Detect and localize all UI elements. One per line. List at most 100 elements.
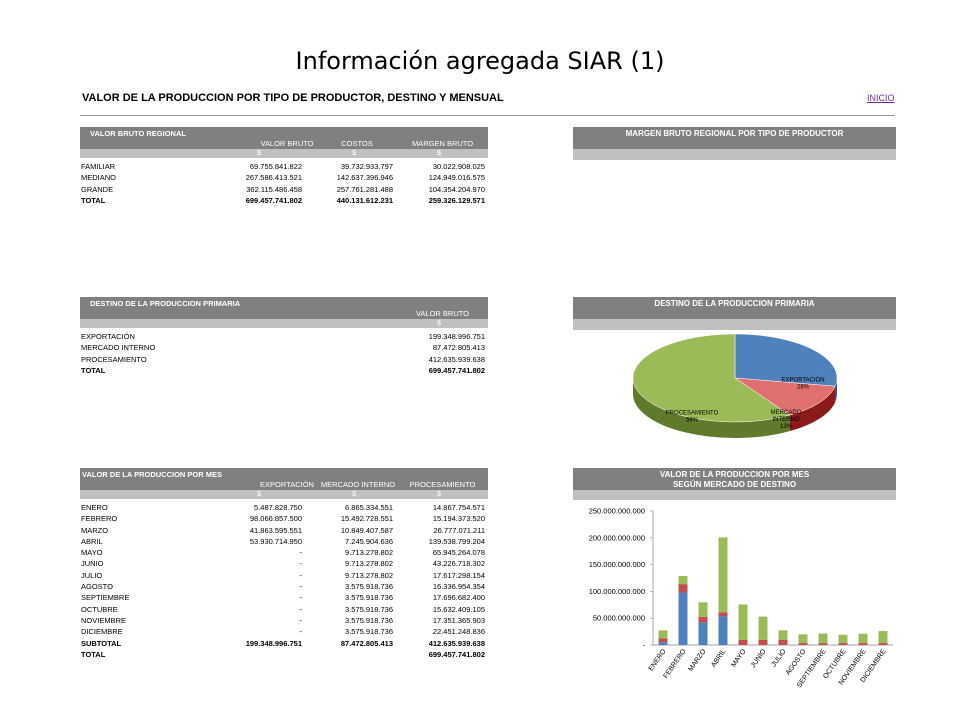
- table-row: ENERO 5.487.828.750 6.865.334.551 14.867.75…: [80, 502, 488, 513]
- row-value: 699.457.741.802: [245, 195, 302, 205]
- row-value: 53.930.714.950: [249, 536, 302, 546]
- table-row: FEBRERO 98.066.857.500 15.492.728.551 15.19…: [80, 513, 488, 524]
- unit-label: $: [257, 148, 262, 157]
- row-label: EXPORTACIÓN: [81, 332, 135, 341]
- report-heading: VALOR DE LA PRODUCCION POR TIPO DE PRODU…: [82, 92, 504, 104]
- bar-segment: [678, 575, 688, 585]
- divider: [80, 115, 895, 116]
- row-value: 142.637.396.946: [336, 173, 393, 183]
- bar-segment: [698, 602, 708, 617]
- row-value: 17.351.365.903: [432, 615, 485, 625]
- x-tick-label: JUNIO: [750, 648, 768, 670]
- table-row: SEPTIEMBRE - 3.575.918.736 17.696.682.400: [80, 592, 488, 603]
- unit-label: $: [352, 489, 357, 498]
- produccion-por-mes-table: VALOR DE LA PRODUCCION POR MES EXPORTACI…: [80, 468, 488, 660]
- mes-panel-header: VALOR DE LA PRODUCCION POR MES SEGÚN MER…: [573, 468, 896, 490]
- pie-slice: [734, 377, 836, 416]
- row-value: 17.617.298.154: [432, 570, 485, 580]
- row-value: 22.451.248.836: [432, 627, 485, 637]
- table-row: FAMILIAR 69.755.841.822 39.732.933.797 30.0…: [80, 161, 488, 172]
- slide-title: Información agregada SIAR (1): [295, 47, 665, 75]
- row-label: NOVIEMBRE: [81, 615, 127, 625]
- row-value: -: [299, 548, 303, 558]
- row-value: 5.487.828.750: [254, 503, 302, 512]
- bar-segment: [878, 643, 888, 645]
- panel-subheader: [573, 490, 896, 500]
- destino-pie-chart: EXPORTACIÓN 28% MERCADO INTERNO 13% PROCESAMI…: [632, 333, 838, 438]
- bar-segment: [838, 643, 848, 645]
- row-value: 412.635.939.638: [428, 354, 485, 364]
- row-value: 199.348.996.751: [245, 638, 302, 648]
- row-value: -: [299, 627, 303, 637]
- column-header: MERCADO INTERNO: [320, 480, 396, 489]
- pie-data-label: PROCESAMIENTO 59%: [666, 411, 719, 424]
- row-value: 26.777.071.211: [433, 525, 485, 535]
- x-tick-label: JULIO: [771, 648, 788, 669]
- table-row: OCTUBRE - 3.575.918.736 15.632.409.105: [80, 604, 488, 615]
- row-label: TOTAL: [81, 649, 106, 659]
- y-tick-label: 100.000.000.000: [589, 587, 645, 596]
- panel-subheader: [573, 319, 896, 330]
- row-value: 3.575.918.736: [345, 582, 393, 592]
- row-value: 699.457.741.802: [428, 649, 485, 659]
- bar-segment: [778, 630, 788, 640]
- row-value: 259.326.129.571: [428, 195, 485, 205]
- row-value: -: [299, 604, 303, 614]
- unit-row: $ $ $: [80, 489, 488, 499]
- row-label: SUBTOTAL: [81, 638, 122, 648]
- bar-segment: [678, 592, 688, 645]
- mes-stacked-bar-chart: - 50.000.000.000 100.000.000.000 150.000.00…: [589, 507, 893, 689]
- row-value: 7.245.904.636: [345, 536, 393, 546]
- bar-segment: [778, 639, 788, 645]
- table-title: VALOR BRUTO REGIONAL: [90, 129, 186, 138]
- destino-produccion-table: DESTINO DE LA PRODUCCION PRIMARIA VALOR …: [80, 297, 488, 376]
- row-value: 412.635.939.638: [428, 638, 485, 648]
- table-title: DESTINO DE LA PRODUCCION PRIMARIA: [90, 299, 241, 308]
- bar-segment: [818, 633, 828, 644]
- table-row: AGOSTO - 3.575.918.736 16.336.954.354: [80, 581, 488, 592]
- row-value: 3.575.918.736: [345, 627, 393, 637]
- table-header: DESTINO DE LA PRODUCCION PRIMARIA VALOR …: [80, 297, 488, 319]
- row-label: PROCESAMIENTO: [81, 354, 147, 364]
- table-row: TOTAL 699.457.741.802 440.131.612.231 259.3…: [80, 195, 488, 206]
- row-value: 9.713.278.802: [345, 570, 393, 580]
- bar-segment: [658, 630, 668, 639]
- row-value: 14.867.754.571: [432, 503, 485, 512]
- row-value: -: [299, 570, 303, 580]
- x-tick-label: ENERO: [648, 648, 668, 673]
- row-value: 43.226.718.302: [432, 559, 485, 569]
- row-value: 104.354.204.970: [428, 184, 485, 194]
- table-row: ABRIL 53.930.714.950 7.245.904.636 139.538.…: [80, 536, 488, 547]
- row-value: 257.761.281.488: [336, 184, 393, 194]
- row-value: 15.632.409.105: [432, 604, 485, 614]
- row-value: 69.755.841.822: [249, 162, 302, 171]
- row-value: 9.713.278.802: [345, 559, 393, 569]
- inicio-link[interactable]: INICIO: [867, 93, 895, 103]
- bar-segment: [758, 616, 768, 640]
- bar-segment: [838, 634, 848, 644]
- table-row: SUBTOTAL 199.348.996.751 87.472.805.413 412…: [80, 638, 488, 649]
- column-header: COSTOS: [341, 139, 373, 148]
- bar-segment: [738, 639, 748, 645]
- margen-bruto-panel-header: MARGEN BRUTO REGIONAL POR TIPO DE PRODUC…: [573, 127, 896, 149]
- row-value: 139.538.799.204: [428, 536, 485, 546]
- row-value: 16.336.954.354: [432, 582, 485, 592]
- bar-segment: [718, 616, 728, 645]
- row-label: MARZO: [81, 525, 109, 535]
- row-label: JULIO: [81, 570, 103, 580]
- panel-title: MARGEN BRUTO REGIONAL POR TIPO DE PRODUC…: [625, 129, 844, 138]
- row-value: 39.732.933.797: [340, 162, 393, 171]
- bar-segment: [798, 643, 808, 645]
- unit-label: $: [437, 318, 442, 327]
- bar-segment: [758, 639, 768, 645]
- row-value: 440.131.612.231: [336, 195, 393, 205]
- pie-slice-side: [789, 386, 836, 432]
- destino-panel-header: DESTINO DE LA PRODUCCION PRIMARIA: [573, 297, 896, 319]
- row-label: MAYO: [81, 548, 103, 558]
- bar-segment: [878, 631, 888, 644]
- row-label: DICIEMBRE: [81, 627, 123, 637]
- row-label: TOTAL: [81, 195, 106, 205]
- bar-segment: [718, 612, 728, 617]
- row-value: -: [299, 615, 303, 625]
- column-header: VALOR BRUTO: [415, 309, 470, 318]
